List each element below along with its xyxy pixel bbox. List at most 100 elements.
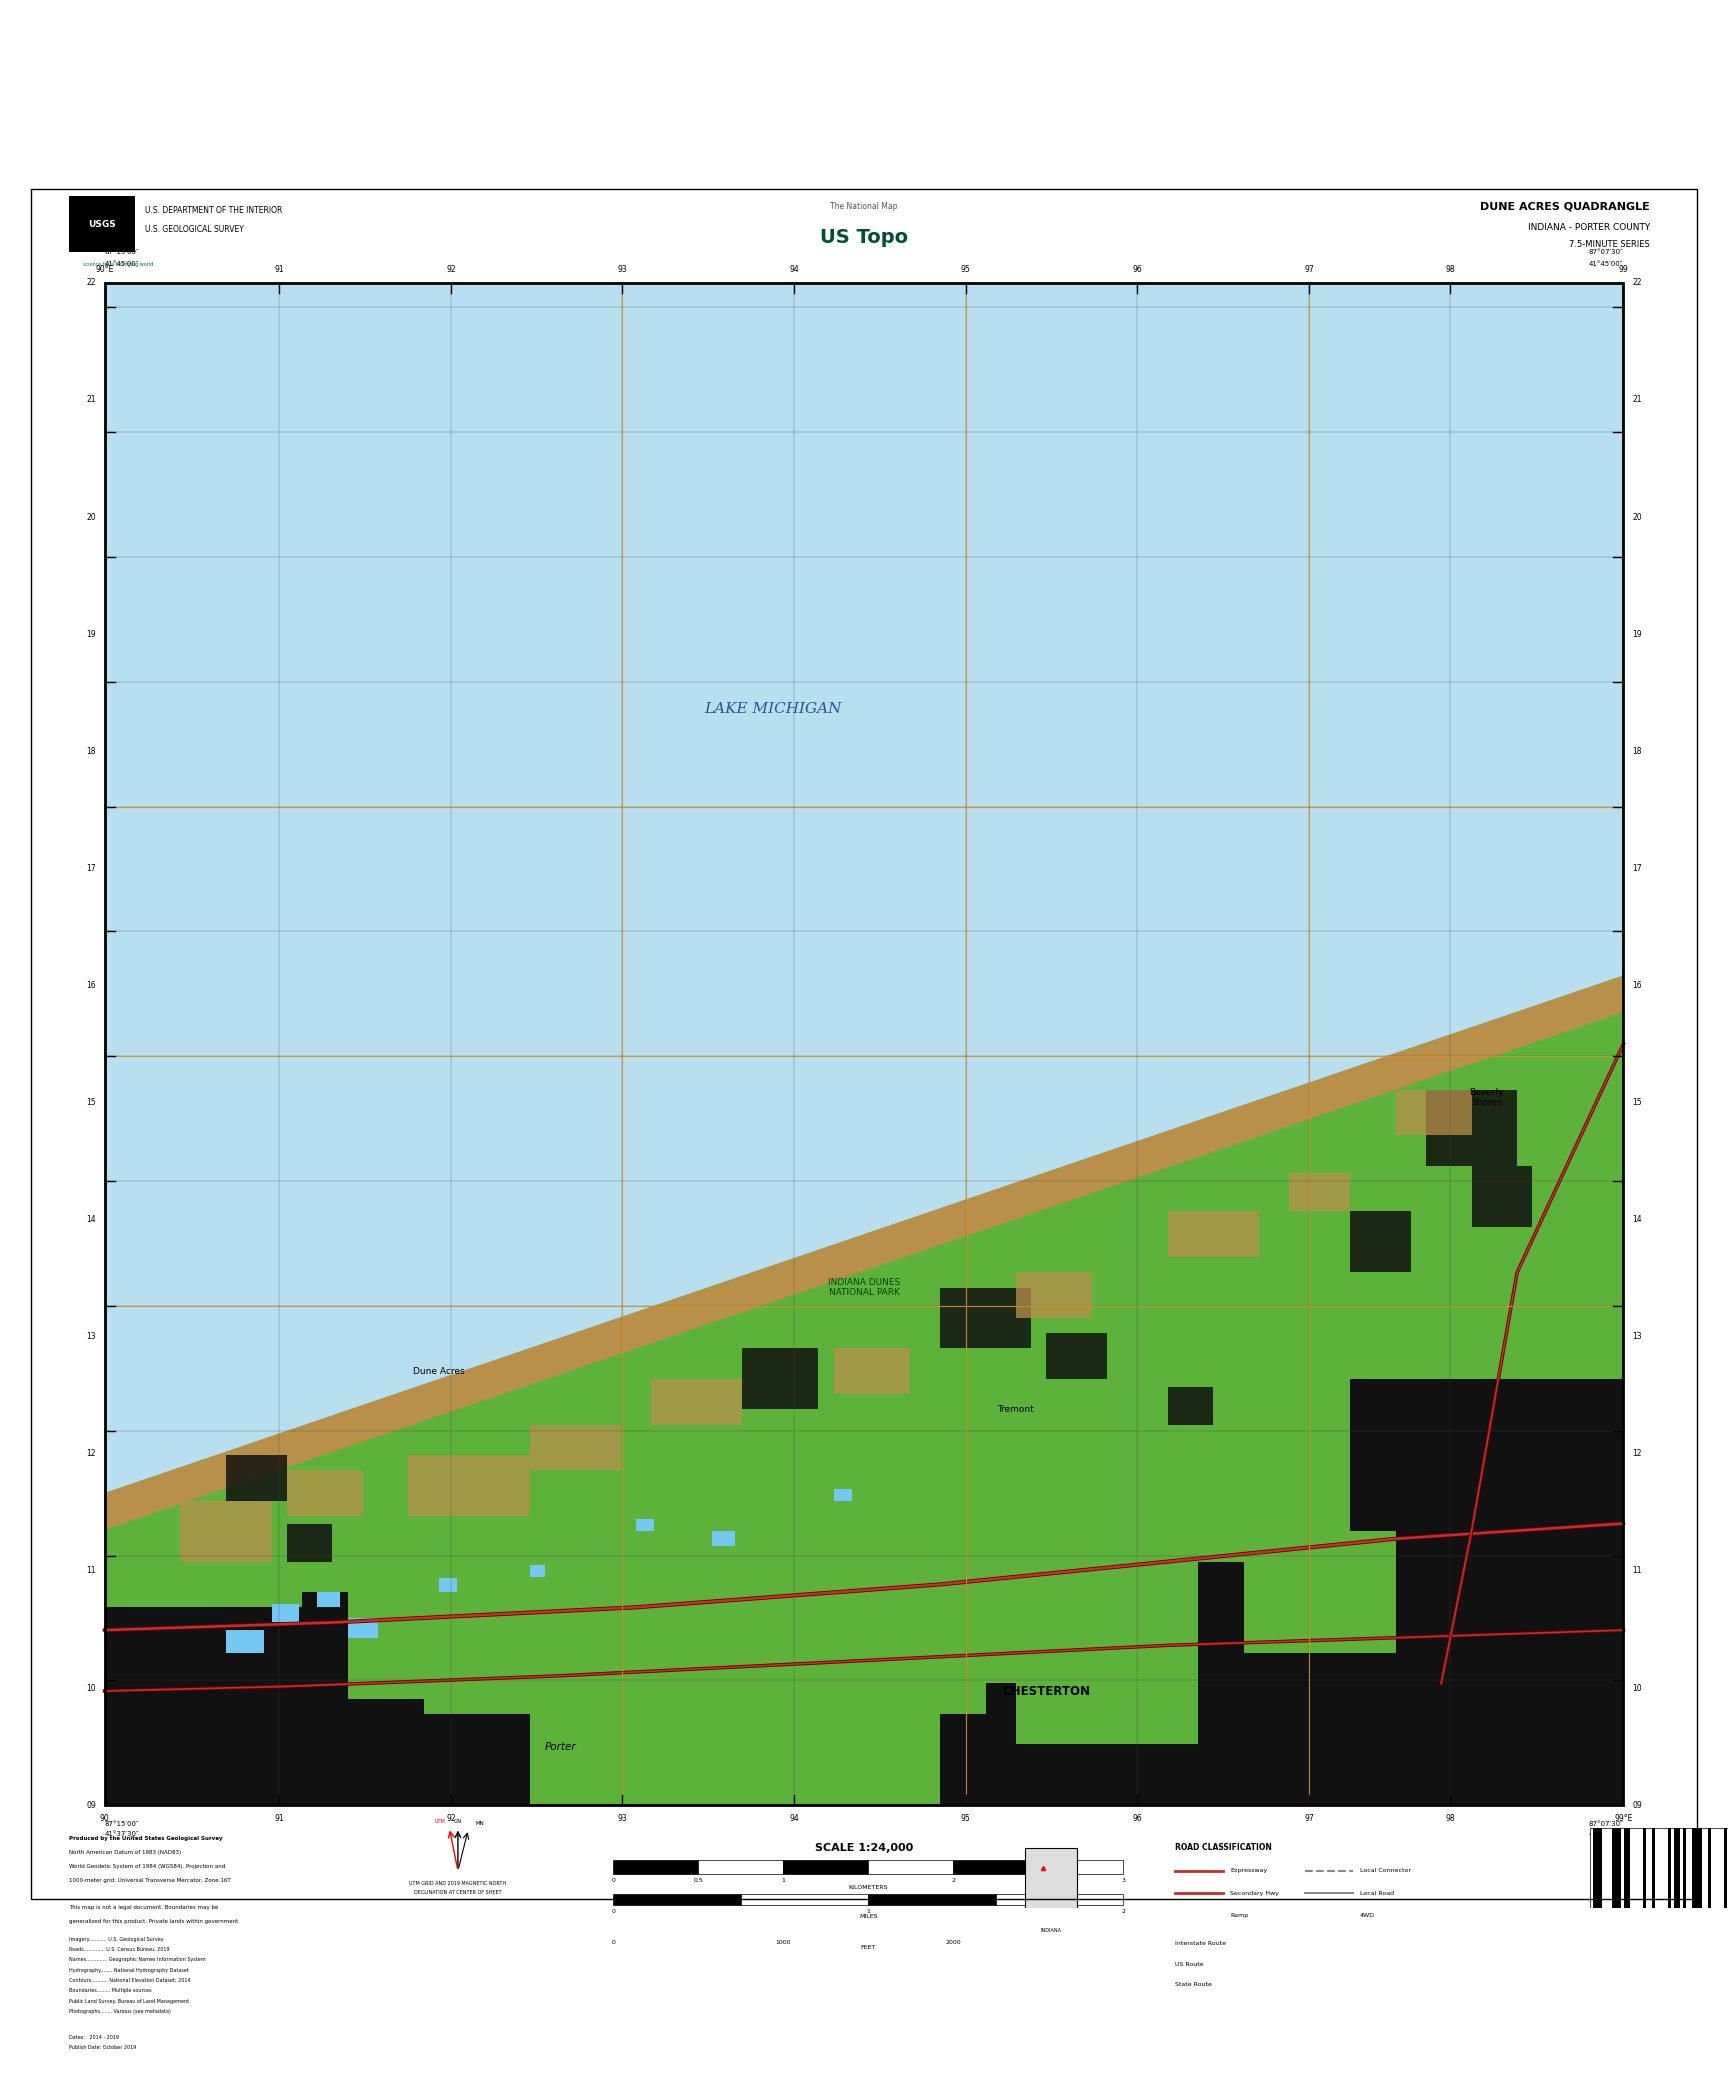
Bar xyxy=(741,1894,867,1906)
Text: 13: 13 xyxy=(1631,1332,1642,1340)
Text: 95: 95 xyxy=(961,265,971,274)
Text: 12: 12 xyxy=(1631,1449,1642,1457)
Bar xyxy=(1695,1827,1699,1923)
Bar xyxy=(1645,1827,1649,1923)
Bar xyxy=(180,1501,271,1562)
Text: 87°15′00″: 87°15′00″ xyxy=(104,248,140,255)
Text: 98: 98 xyxy=(1446,265,1455,274)
Bar xyxy=(287,1470,363,1516)
Text: 96: 96 xyxy=(1132,265,1142,274)
Text: 2000: 2000 xyxy=(945,1940,961,1944)
Bar xyxy=(651,1378,743,1424)
Bar xyxy=(833,1349,909,1395)
Text: 2: 2 xyxy=(1121,1908,1125,1915)
Bar xyxy=(1614,1827,1617,1923)
Text: 2: 2 xyxy=(952,1877,956,1883)
Text: Names.............. Geographic Names Information System: Names.............. Geographic Names Inf… xyxy=(69,1956,206,1963)
Text: 21: 21 xyxy=(1631,395,1642,405)
Bar xyxy=(1699,1827,1702,1923)
Bar xyxy=(1045,1334,1108,1378)
Text: Secondary Hwy: Secondary Hwy xyxy=(1230,1892,1279,1896)
Text: Local Road: Local Road xyxy=(1360,1892,1394,1896)
Bar xyxy=(1659,1827,1661,1923)
Bar xyxy=(287,1524,332,1562)
Text: Beverly
Shores: Beverly Shores xyxy=(1469,1088,1503,1107)
Text: U.S. DEPARTMENT OF THE INTERIOR: U.S. DEPARTMENT OF THE INTERIOR xyxy=(145,207,282,215)
Bar xyxy=(347,1576,530,1700)
Bar xyxy=(743,1349,819,1409)
Text: Imagery............ U.S. Geological Survey: Imagery............ U.S. Geological Surv… xyxy=(69,1936,164,1942)
Bar xyxy=(1636,1827,1640,1923)
Text: INDIANA DUNES
NATIONAL PARK: INDIANA DUNES NATIONAL PARK xyxy=(828,1278,900,1297)
Text: 41°45′00″: 41°45′00″ xyxy=(104,261,138,267)
Text: Boundaries......... Multiple sources: Boundaries......... Multiple sources xyxy=(69,1988,152,1994)
Text: 7.5-MINUTE SERIES: 7.5-MINUTE SERIES xyxy=(1569,240,1650,248)
Text: 0.5: 0.5 xyxy=(693,1877,703,1883)
Text: ROAD CLASSIFICATION: ROAD CLASSIFICATION xyxy=(1175,1844,1272,1852)
Bar xyxy=(1723,1827,1726,1923)
Text: 91: 91 xyxy=(275,265,283,274)
Text: 41°37′30″: 41°37′30″ xyxy=(104,1831,140,1837)
Bar xyxy=(302,1591,423,1743)
Bar xyxy=(1289,1173,1350,1211)
Text: 12: 12 xyxy=(86,1449,95,1457)
Bar xyxy=(1624,1827,1628,1923)
Text: Publish Date: October 2019: Publish Date: October 2019 xyxy=(69,2046,137,2050)
Text: 92: 92 xyxy=(446,265,456,274)
Bar xyxy=(783,1860,867,1875)
Text: 17: 17 xyxy=(1631,864,1642,873)
Bar xyxy=(104,282,1624,1806)
Bar xyxy=(867,1925,954,1936)
Bar xyxy=(1621,1827,1624,1923)
Text: 19: 19 xyxy=(1631,631,1642,639)
Bar xyxy=(636,1518,655,1531)
Bar xyxy=(1721,1827,1723,1923)
Bar xyxy=(954,1925,1039,1936)
Text: The National Map: The National Map xyxy=(829,203,899,211)
Text: science for a changing world: science for a changing world xyxy=(83,263,154,267)
Bar xyxy=(613,1860,698,1875)
Bar xyxy=(1718,1827,1721,1923)
Bar xyxy=(1426,1090,1517,1165)
Bar xyxy=(226,1631,264,1654)
Text: Hydrography........ National Hydrography Dataset: Hydrography........ National Hydrography… xyxy=(69,1967,188,1973)
Bar xyxy=(1649,1827,1652,1923)
Text: 97: 97 xyxy=(1305,265,1313,274)
Bar xyxy=(1702,1827,1706,1923)
Bar xyxy=(1692,1827,1695,1923)
Bar xyxy=(1707,1827,1711,1923)
Text: 10: 10 xyxy=(1631,1683,1642,1693)
Text: 16: 16 xyxy=(1631,981,1642,990)
Text: 21: 21 xyxy=(86,395,95,405)
Bar xyxy=(940,1683,1624,1806)
Bar xyxy=(1593,1827,1597,1923)
Text: 13: 13 xyxy=(86,1332,95,1340)
Bar xyxy=(636,1622,788,1729)
Text: Tremont: Tremont xyxy=(997,1405,1035,1414)
Bar xyxy=(530,1564,544,1576)
Bar xyxy=(318,1591,340,1608)
Bar xyxy=(940,1288,1032,1349)
Text: 19: 19 xyxy=(86,631,95,639)
Bar xyxy=(954,1860,1039,1875)
Bar xyxy=(226,1455,287,1501)
Text: SCALE 1:24,000: SCALE 1:24,000 xyxy=(816,1844,912,1854)
Bar xyxy=(1687,1827,1690,1923)
Bar xyxy=(698,1860,783,1875)
Bar xyxy=(1655,1827,1659,1923)
Text: FEET: FEET xyxy=(861,1946,876,1950)
Bar xyxy=(1168,1386,1213,1424)
Bar xyxy=(439,1579,456,1591)
Bar xyxy=(1472,1165,1533,1226)
Text: 10: 10 xyxy=(86,1683,95,1693)
Bar xyxy=(347,1618,378,1637)
Text: 14: 14 xyxy=(86,1215,95,1224)
Text: Expressway: Expressway xyxy=(1230,1869,1268,1873)
Text: 22: 22 xyxy=(86,278,95,288)
Bar xyxy=(104,282,1624,1806)
Text: 22: 22 xyxy=(1631,278,1642,288)
Polygon shape xyxy=(104,975,1623,1531)
Text: 11: 11 xyxy=(86,1566,95,1576)
Text: INDIANA: INDIANA xyxy=(1040,1927,1061,1933)
Bar xyxy=(1597,1827,1598,1923)
